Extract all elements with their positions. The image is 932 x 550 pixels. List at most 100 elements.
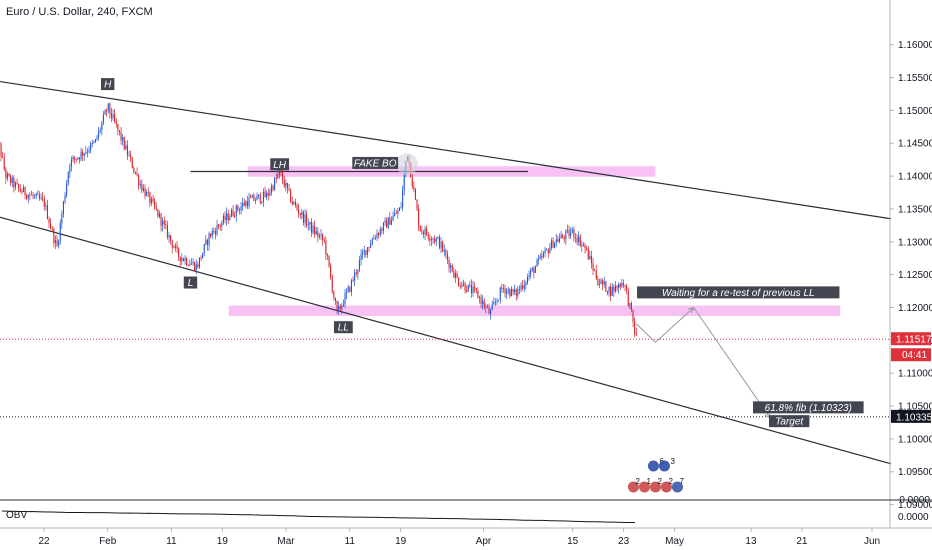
candle-body bbox=[117, 123, 119, 131]
candle-body bbox=[618, 283, 620, 289]
candle-body bbox=[82, 151, 84, 156]
event-count: 2 bbox=[635, 477, 640, 486]
candle-body bbox=[298, 209, 300, 214]
candle-body bbox=[341, 305, 343, 310]
x-tick-label: 21 bbox=[796, 536, 808, 547]
candle-body bbox=[40, 197, 42, 199]
candle-body bbox=[635, 333, 637, 336]
candle-body bbox=[600, 280, 602, 285]
candle-body bbox=[510, 288, 512, 297]
candle-body bbox=[226, 213, 228, 221]
candle-body bbox=[614, 285, 616, 292]
candle-body bbox=[70, 159, 72, 167]
candle-body bbox=[213, 230, 215, 232]
candle-body bbox=[59, 223, 61, 241]
support-zone bbox=[228, 305, 841, 317]
candle-body bbox=[85, 151, 87, 154]
obv-line bbox=[1, 510, 636, 524]
candle-body bbox=[214, 231, 216, 235]
candle-body bbox=[619, 283, 621, 288]
candle-body bbox=[338, 306, 340, 311]
candle-body bbox=[469, 284, 471, 286]
candle-body bbox=[462, 283, 464, 286]
candle-body bbox=[35, 193, 37, 196]
candle-body bbox=[181, 258, 183, 262]
candle-body bbox=[227, 213, 229, 220]
candle-body bbox=[493, 302, 495, 305]
candle-body bbox=[413, 186, 415, 190]
candle-body bbox=[400, 207, 402, 208]
candle-body bbox=[51, 228, 53, 230]
candle-body bbox=[533, 268, 535, 273]
candle-body bbox=[0, 143, 2, 157]
candle-body bbox=[253, 195, 255, 201]
candle-body bbox=[198, 257, 200, 268]
candle-body bbox=[538, 258, 540, 260]
candle-body bbox=[309, 221, 311, 225]
candle-body bbox=[48, 219, 50, 224]
candle-body bbox=[80, 151, 82, 160]
candle-body bbox=[616, 285, 618, 289]
candle-body bbox=[539, 255, 541, 259]
candle-body bbox=[282, 172, 284, 181]
candle-body bbox=[414, 189, 416, 200]
candle-body bbox=[594, 270, 596, 272]
candle-body bbox=[536, 259, 538, 267]
candle-body bbox=[130, 155, 132, 158]
candle-body bbox=[515, 289, 517, 296]
candle-body bbox=[154, 200, 156, 207]
candle-body bbox=[494, 302, 496, 303]
candle-body bbox=[250, 197, 252, 199]
trendlines bbox=[0, 80, 892, 465]
candle-body bbox=[525, 283, 527, 286]
candle-body bbox=[42, 197, 44, 199]
overlays bbox=[0, 153, 890, 419]
projection-path bbox=[635, 306, 771, 419]
candle-body bbox=[194, 262, 196, 271]
candle-body bbox=[331, 277, 333, 292]
candle-body bbox=[74, 157, 76, 160]
candle-body bbox=[549, 248, 551, 254]
candle-body bbox=[258, 194, 260, 196]
y-tick-label: 1.09000 bbox=[898, 500, 932, 511]
candle-body bbox=[173, 247, 175, 249]
candle-body bbox=[45, 205, 47, 207]
candle-body bbox=[306, 214, 308, 226]
candle-body bbox=[418, 209, 420, 226]
y-tick-label: 1.09500 bbox=[898, 467, 932, 478]
axes bbox=[0, 0, 932, 529]
candle-body bbox=[182, 258, 184, 261]
candle-body bbox=[504, 288, 506, 294]
candle-body bbox=[18, 184, 20, 189]
event-count: 2 bbox=[668, 477, 673, 486]
candle-body bbox=[571, 229, 573, 233]
candle-body bbox=[208, 233, 210, 246]
candle-body bbox=[552, 240, 554, 248]
candle-body bbox=[326, 254, 328, 256]
candle-body bbox=[360, 254, 362, 261]
candle-body bbox=[314, 226, 316, 235]
candle-body bbox=[75, 159, 77, 160]
y-tick-label: 1.13500 bbox=[898, 204, 932, 215]
candle-body bbox=[221, 222, 223, 227]
candle-body bbox=[502, 288, 504, 290]
annotation-bg bbox=[753, 401, 864, 414]
candle-body bbox=[222, 216, 224, 223]
candle-body bbox=[507, 289, 509, 291]
candle-body bbox=[320, 234, 322, 236]
candle-body bbox=[66, 183, 68, 196]
candle-body bbox=[259, 194, 261, 203]
candle-body bbox=[240, 206, 242, 211]
x-tick-label: 23 bbox=[618, 536, 630, 547]
x-tick-label: 19 bbox=[217, 536, 229, 547]
annotation-text: L bbox=[188, 278, 194, 289]
candle-body bbox=[3, 157, 5, 170]
x-tick-label: 22 bbox=[38, 536, 50, 547]
candle-body bbox=[435, 238, 437, 242]
candle-body bbox=[520, 285, 522, 290]
annotation-bg bbox=[100, 78, 115, 91]
candle-body bbox=[562, 234, 564, 238]
candle-body bbox=[586, 248, 588, 249]
candle-body bbox=[323, 239, 325, 241]
